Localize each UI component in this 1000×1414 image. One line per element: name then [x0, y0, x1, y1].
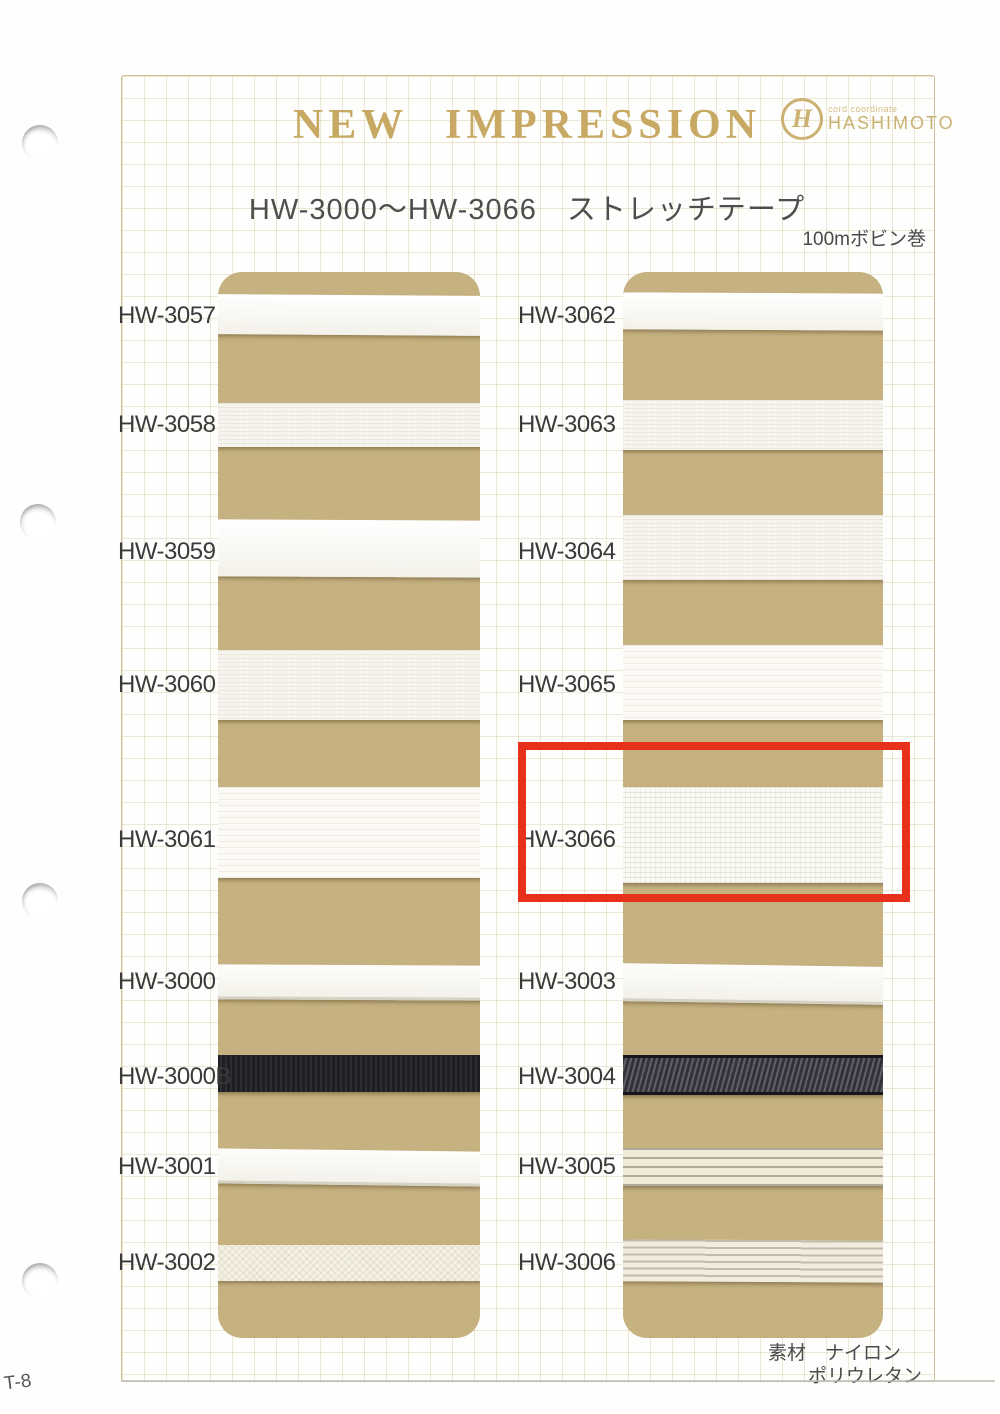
tape-sample-HW-3065 — [623, 645, 883, 720]
labels-right: HW-3062 HW-3063 HW-3064 HW-3065 HW-3066 HW-30… — [518, 272, 616, 1338]
page-title: HW-3000〜HW-3066 ストレッチテープ — [248, 194, 806, 226]
tape-sample-HW-3066 — [623, 787, 883, 883]
sample-code-label: HW-3000B — [118, 1063, 231, 1090]
sample-code-label: HW-3006 — [518, 1249, 616, 1276]
sample-code-label: HW-3005 — [518, 1153, 616, 1180]
page-number: T-8 — [2, 1370, 33, 1395]
tape-sample-HW-3064 — [623, 515, 883, 580]
sample-code-label: HW-3004 — [518, 1063, 616, 1090]
sample-code-label: HW-3058 — [118, 411, 216, 438]
logo-name: HASHIMOTO — [828, 113, 955, 134]
sample-code-label: HW-3061 — [118, 826, 216, 853]
sample-code-label: HW-3003 — [518, 968, 616, 995]
logo-monogram-icon: H — [781, 98, 823, 140]
punch-hole — [22, 125, 58, 161]
tape-sample-HW-3058 — [218, 403, 480, 447]
tape-sample-HW-3002 — [218, 1245, 480, 1281]
sample-code-label: HW-3057 — [118, 302, 216, 329]
tape-sample-HW-3005 — [623, 1148, 883, 1186]
tape-sample-HW-3061 — [218, 787, 480, 878]
tape-sample-HW-3000B — [218, 1055, 480, 1092]
tape-sample-HW-3001 — [218, 1148, 480, 1187]
material-note-line1: 素材 ナイロン — [768, 1343, 902, 1364]
bobbin-note: 100mボビン巻 — [802, 229, 926, 250]
tape-sample-HW-3000 — [218, 964, 480, 1001]
material-note-line2: ポリウレタン — [808, 1366, 923, 1387]
tape-sample-HW-3057 — [218, 294, 480, 336]
sample-code-label: HW-3066 — [518, 826, 616, 853]
sample-code-label: HW-3001 — [118, 1153, 216, 1180]
sample-code-label: HW-3065 — [518, 671, 616, 698]
sample-code-label: HW-3064 — [518, 538, 616, 565]
tape-sample-HW-3004 — [623, 1055, 883, 1095]
tape-sample-HW-3062 — [623, 292, 883, 331]
tape-sample-HW-3059 — [218, 519, 480, 578]
labels-left: HW-3057 HW-3058 HW-3059 HW-3060 HW-3061 HW-30… — [118, 272, 231, 1338]
logo-tagline: cord coordinate — [828, 103, 898, 114]
sample-code-label: HW-3063 — [518, 411, 616, 438]
panel-left — [218, 272, 480, 1338]
panel-right — [623, 272, 883, 1338]
tape-sample-HW-3003 — [623, 963, 883, 1005]
punch-hole — [22, 883, 58, 919]
tape-sample-HW-3063 — [623, 400, 883, 450]
punch-hole — [20, 504, 56, 540]
sample-code-label: HW-3059 — [118, 538, 216, 565]
brand-title: NEW IMPRESSION — [292, 102, 762, 148]
page-edge-line — [121, 1380, 995, 1382]
sample-code-label: HW-3060 — [118, 671, 216, 698]
tape-sample-HW-3060 — [218, 650, 480, 720]
sample-code-label: HW-3002 — [118, 1249, 216, 1276]
sample-code-label: HW-3062 — [518, 302, 616, 329]
sample-code-label: HW-3000 — [118, 968, 216, 995]
highlight-box — [518, 742, 910, 902]
punch-hole — [22, 1263, 58, 1299]
tape-sample-HW-3006 — [623, 1239, 883, 1283]
hashimoto-logo: H cord coordinate HASHIMOTO — [781, 98, 955, 140]
